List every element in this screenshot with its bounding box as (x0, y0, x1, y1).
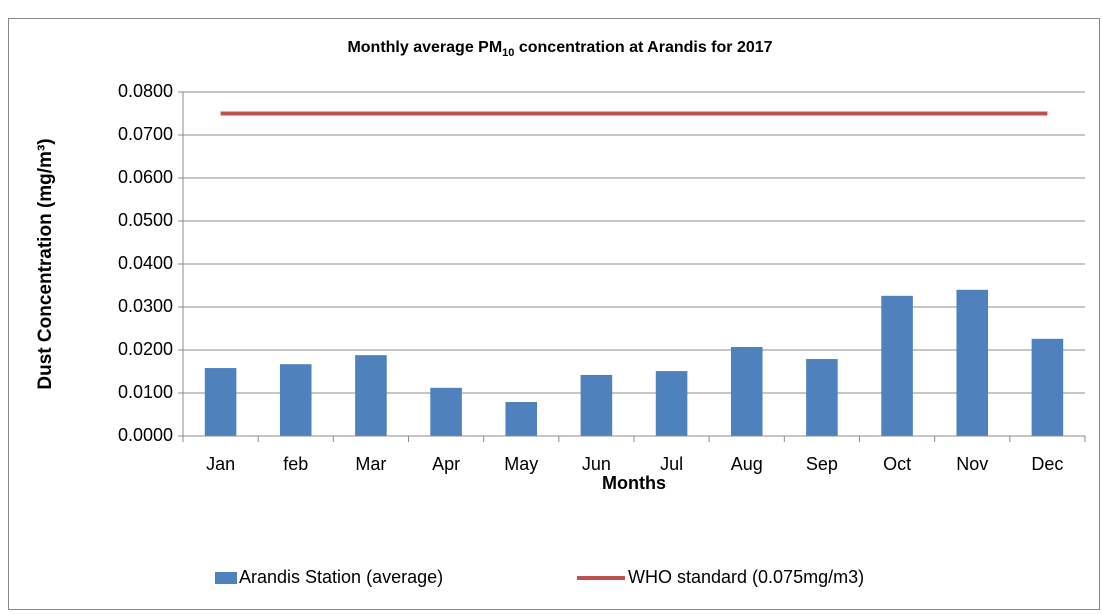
x-tick-label: Apr (432, 454, 460, 474)
y-tick-label: 0.0100 (118, 382, 173, 402)
y-tick-label: 0.0300 (118, 296, 173, 316)
bar (580, 374, 613, 436)
x-tick-label: Jan (206, 454, 235, 474)
legend-label: WHO standard (0.075mg/m3) (628, 567, 864, 587)
bar (881, 295, 913, 436)
title-subscript: 10 (502, 47, 514, 59)
y-tick-label: 0.0400 (118, 253, 173, 273)
bar (956, 289, 989, 436)
bar (806, 359, 838, 436)
y-axis-label: Dust Concentration (mg/m³) (35, 138, 56, 389)
y-tick-label: 0.0500 (118, 210, 173, 230)
chart-title: Monthly average PM10 concentration at Ar… (347, 39, 772, 59)
bar (730, 346, 763, 436)
x-tick-label: Dec (1031, 454, 1063, 474)
bar (655, 371, 688, 436)
bar (505, 402, 538, 436)
x-tick-label: Nov (956, 454, 988, 474)
x-axis-label: Months (602, 473, 666, 493)
x-tick-label: Aug (731, 454, 763, 474)
bar (355, 355, 387, 436)
x-tick-label: Mar (355, 454, 386, 474)
legend-swatch (215, 572, 237, 584)
y-tick-label: 0.0700 (118, 124, 173, 144)
x-tick-label: May (504, 454, 538, 474)
title-part: Monthly average PM (347, 39, 502, 56)
chart-frame (8, 18, 1100, 610)
x-tick-label: Sep (806, 454, 838, 474)
bar (204, 368, 237, 436)
legend-label: Arandis Station (average) (239, 567, 443, 587)
bar (430, 387, 462, 436)
y-tick-label: 0.0600 (118, 167, 173, 187)
x-tick-label: Oct (883, 454, 911, 474)
bar (279, 364, 312, 436)
y-tick-label: 0.0000 (118, 425, 173, 445)
y-tick-label: 0.0200 (118, 339, 173, 359)
x-tick-label: Jun (582, 454, 611, 474)
y-tick-label: 0.0800 (118, 81, 173, 101)
x-tick-label: feb (283, 454, 308, 474)
x-tick-label: Jul (660, 454, 683, 474)
bar (1031, 338, 1064, 436)
title-part: concentration at Arandis for 2017 (514, 39, 772, 56)
